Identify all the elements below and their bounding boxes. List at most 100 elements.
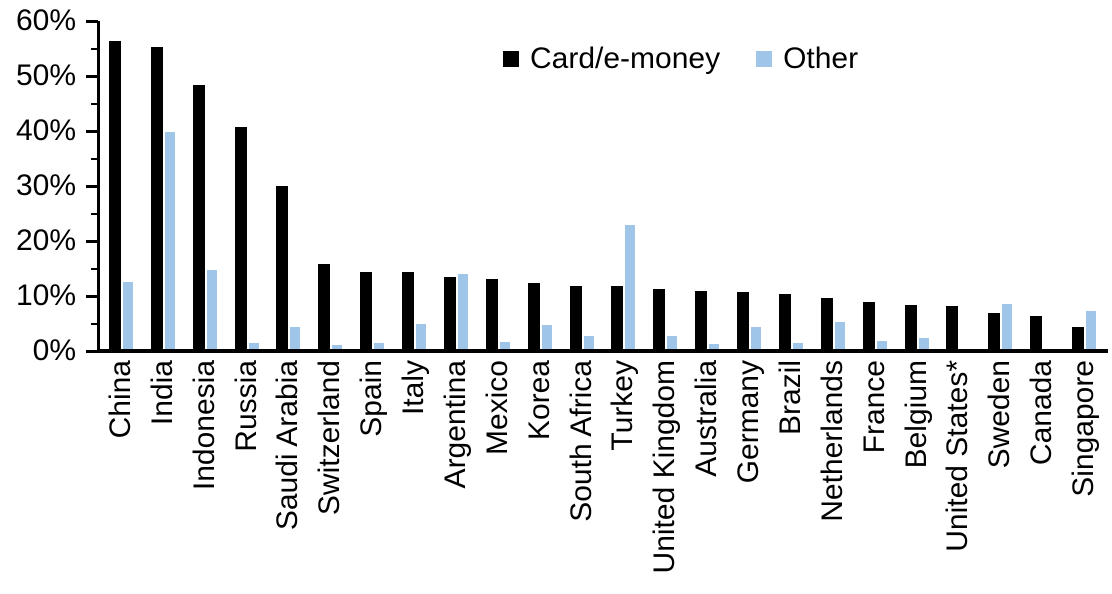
y-axis-line [97, 21, 100, 351]
bar-card-e-money-south-africa [569, 285, 582, 351]
x-axis-label-cell: Russia [226, 360, 268, 592]
x-axis-label-cell: South Africa [561, 360, 603, 592]
bar-card-e-money-italy [402, 272, 415, 351]
legend-item-card-e-money: Card/e-money [503, 42, 720, 76]
bar-card-e-money-france [862, 301, 875, 351]
x-axis-label-spain: Spain [355, 360, 389, 437]
legend-item-other: Other [756, 42, 858, 76]
y-minor-tick [91, 47, 98, 50]
bar-card-e-money-switzerland [318, 264, 331, 351]
x-axis-label-cell: Brazil [770, 360, 812, 592]
x-axis-label-cell: Spain [351, 360, 393, 592]
x-axis-label-russia: Russia [229, 360, 263, 452]
bar-group-germany [728, 21, 770, 351]
x-axis-label-indonesia: Indonesia [187, 360, 221, 491]
bar-other-argentina [457, 274, 468, 351]
x-axis-label-cell: United Kingdom [644, 360, 686, 592]
y-major-tick [86, 239, 98, 243]
y-axis-label-50: 50% [15, 59, 76, 92]
bar-card-e-money-singapore [1072, 326, 1085, 351]
bar-card-e-money-china [108, 41, 121, 351]
bar-other-brazil [792, 342, 803, 351]
y-axis-label-60: 60% [15, 4, 76, 37]
bar-other-russia [248, 343, 259, 351]
x-axis-label-switzerland: Switzerland [313, 360, 347, 516]
bar-other-south-africa [583, 335, 594, 351]
bar-other-turkey [625, 225, 636, 351]
y-minor-tick [91, 157, 98, 160]
x-axis-label-cell: Switzerland [309, 360, 351, 592]
bar-other-germany [751, 326, 762, 351]
bar-card-e-money-korea [527, 282, 540, 351]
x-axis-label-germany: Germany [732, 360, 766, 484]
bar-other-sweden [1002, 304, 1013, 351]
y-axis-label-20: 20% [15, 224, 76, 257]
legend-swatch-card-e-money [503, 51, 519, 67]
bar-card-e-money-argentina [443, 276, 456, 351]
x-axis-label-belgium: Belgium [899, 360, 933, 469]
y-major-tick [86, 19, 98, 23]
y-major-tick [86, 294, 98, 298]
bar-group-united-kingdom [644, 21, 686, 351]
x-axis-label-cell: Italy [393, 360, 435, 592]
bar-group-india [142, 21, 184, 351]
bar-other-india [164, 132, 175, 351]
y-axis-label-30: 30% [15, 169, 76, 202]
bar-card-e-money-united-kingdom [653, 288, 666, 351]
bar-card-e-money-canada [1030, 315, 1043, 351]
x-axis-label-saudi-arabia: Saudi Arabia [271, 360, 305, 531]
x-axis-line [97, 349, 1108, 353]
x-axis-label-turkey: Turkey [606, 360, 640, 451]
bar-group-singapore [1063, 21, 1105, 351]
y-minor-tick [91, 212, 98, 215]
x-axis-label-cell: Sweden [979, 360, 1021, 592]
bar-card-e-money-russia [234, 127, 247, 351]
x-axis-label-argentina: Argentina [438, 360, 472, 489]
y-major-tick [86, 74, 98, 78]
y-major-tick [86, 129, 98, 133]
x-axis-label-cell: Netherlands [812, 360, 854, 592]
bar-card-e-money-australia [695, 290, 708, 351]
x-axis-label-mexico: Mexico [480, 360, 514, 456]
bar-other-switzerland [332, 344, 343, 351]
bar-other-mexico [499, 342, 510, 351]
bar-group-belgium [896, 21, 938, 351]
x-axis-label-netherlands: Netherlands [815, 360, 849, 522]
bar-card-e-money-united-states [946, 305, 959, 351]
bar-other-belgium [918, 337, 929, 351]
bar-other-china [122, 282, 133, 351]
bar-group-netherlands [812, 21, 854, 351]
bar-group-italy [393, 21, 435, 351]
x-axis-label-cell: United States* [938, 360, 980, 592]
bar-card-e-money-mexico [485, 278, 498, 351]
x-axis-label-singapore: Singapore [1067, 360, 1101, 497]
x-axis-label-united-kingdom: United Kingdom [648, 360, 682, 574]
x-axis-label-cell: Saudi Arabia [268, 360, 310, 592]
x-axis-label-canada: Canada [1025, 360, 1059, 466]
bar-group-australia [686, 21, 728, 351]
x-axis-label-sweden: Sweden [983, 360, 1017, 469]
y-minor-tick [91, 267, 98, 270]
x-axis-label-cell: Germany [728, 360, 770, 592]
bar-group-brazil [770, 21, 812, 351]
x-axis-label-australia: Australia [690, 360, 724, 477]
bar-card-e-money-turkey [611, 285, 624, 351]
bar-other-netherlands [834, 322, 845, 351]
bar-group-turkey [603, 21, 645, 351]
x-axis-label-south-africa: South Africa [564, 360, 598, 522]
x-axis-label-cell: India [142, 360, 184, 592]
bar-group-china [100, 21, 142, 351]
bar-card-e-money-indonesia [192, 84, 205, 351]
bar-group-saudi-arabia [268, 21, 310, 351]
x-axis-label-india: India [145, 360, 179, 426]
bar-group-canada [1021, 21, 1063, 351]
legend: Card/e-money Other [503, 42, 858, 76]
x-axis-label-china: China [103, 360, 137, 439]
x-axis-label-united-states: United States* [941, 360, 975, 552]
bar-group-switzerland [309, 21, 351, 351]
bar-other-saudi-arabia [290, 326, 301, 351]
plot-area [100, 21, 1105, 351]
x-axis-labels: China India Indonesia Russia Saudi Arabia Swi… [100, 360, 1105, 592]
x-axis-label-italy: Italy [397, 360, 431, 416]
